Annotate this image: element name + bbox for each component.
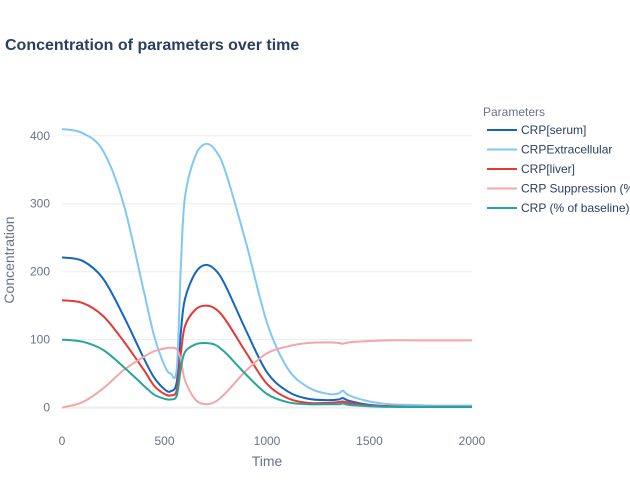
legend-item[interactable]: CRP Suppression (%) (487, 182, 630, 196)
x-tick-label: 2000 (459, 434, 486, 448)
x-axis-title: Time (252, 453, 283, 469)
legend-item[interactable]: CRPExtracellular (487, 143, 612, 157)
series-line-4 (61, 338, 472, 408)
y-tick-label: 0 (43, 401, 50, 415)
legend-label: CRP[serum] (521, 123, 586, 137)
y-tick-label: 200 (30, 265, 50, 279)
series-line-1 (61, 127, 473, 407)
y-axis-title: Concentration (1, 216, 17, 303)
axes: 0 100 200 300 400 0 500 1000 1500 2000 (30, 129, 486, 448)
y-tick-label: 300 (30, 197, 50, 211)
legend-label: CRP[liver] (521, 162, 575, 176)
series-line-2 (61, 299, 472, 408)
legend-item[interactable]: CRP[liver] (487, 162, 575, 176)
legend[interactable]: Parameters CRP[serum] CRPExtracellular CRP… (483, 105, 630, 215)
series-lines (61, 127, 473, 409)
legend-item[interactable]: CRP (% of baseline) (487, 201, 630, 215)
y-tick-label: 100 (30, 333, 50, 347)
series-line-0 (61, 256, 472, 408)
legend-label: CRP (% of baseline) (521, 201, 630, 215)
chart-title: Concentration of parameters over time (5, 37, 299, 54)
y-tick-label: 400 (30, 129, 50, 143)
x-tick-label: 1000 (254, 434, 281, 448)
legend-label: CRP Suppression (%) (521, 182, 630, 196)
x-tick-label: 500 (154, 434, 174, 448)
legend-title: Parameters (483, 105, 545, 119)
legend-item[interactable]: CRP[serum] (487, 123, 586, 137)
x-tick-label: 1500 (356, 434, 383, 448)
x-tick-label: 0 (59, 434, 66, 448)
legend-label: CRPExtracellular (521, 143, 612, 157)
series-line-3 (61, 339, 472, 409)
